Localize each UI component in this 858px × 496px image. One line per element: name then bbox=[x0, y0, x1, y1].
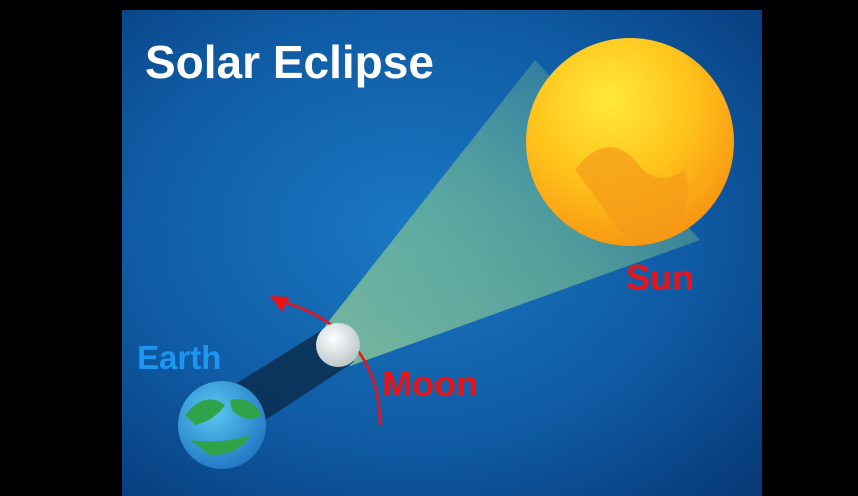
sun-label: Sun bbox=[626, 257, 694, 298]
title: Solar Eclipse bbox=[145, 36, 434, 88]
moon-label: Moon bbox=[382, 363, 478, 404]
moon bbox=[316, 323, 360, 367]
illustration: Solar Eclipse Sun Moon Earth bbox=[0, 0, 858, 496]
page: {"title": "Solar Eclipse", "nodes": [{"l… bbox=[0, 0, 858, 496]
earth-label: Earth bbox=[137, 339, 221, 376]
earth bbox=[178, 381, 266, 469]
